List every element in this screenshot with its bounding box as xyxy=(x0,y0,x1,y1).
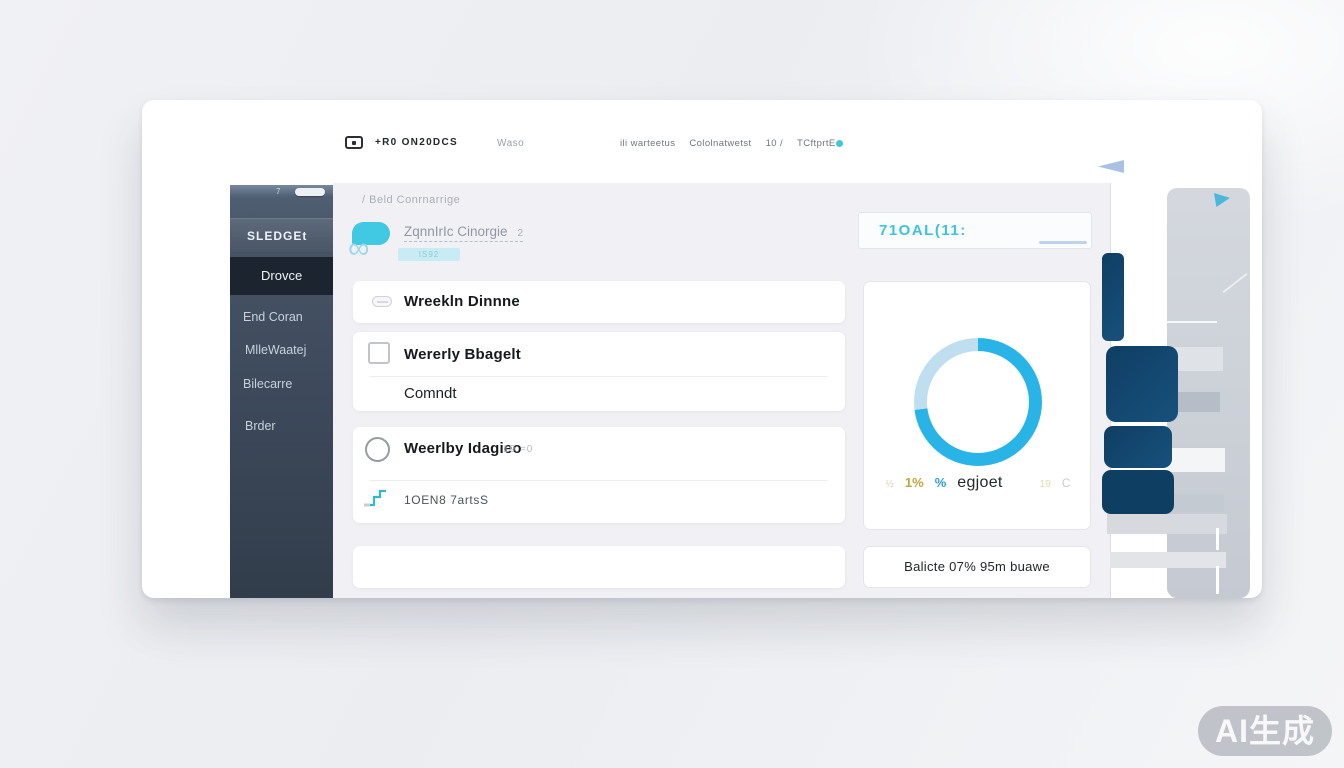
title-chip-badge: IS92 xyxy=(398,248,460,261)
nav-menu-item[interactable]: Cololnatwetst xyxy=(689,138,752,149)
decor-dash xyxy=(1216,528,1219,550)
sidebar-handle-glyph: 7 xyxy=(276,187,281,196)
list-item-subtitle: Comndt xyxy=(404,385,457,402)
nav-menu-item[interactable]: Waso xyxy=(497,138,525,149)
decor-row xyxy=(1170,392,1220,412)
infinity-icon: ∞ xyxy=(348,232,370,265)
summary-card: Balicte 07% 95m buawe xyxy=(863,546,1091,588)
list-item-weekly-idagieo[interactable]: Weerlby Idagieo 19 =0 1OEN8 7artsS xyxy=(353,427,845,523)
sidebar-item-mllewaatej[interactable]: MlleWaatej xyxy=(245,343,307,357)
sidebar-item-drovce[interactable]: Drovce xyxy=(230,257,333,295)
legend-item: 19 xyxy=(1039,479,1051,490)
sidebar-toggle-pill[interactable] xyxy=(295,188,325,196)
app-logo-icon[interactable] xyxy=(345,136,363,149)
breadcrumb: / Beld Conrnarrige xyxy=(362,194,461,206)
decor-bar xyxy=(1106,346,1178,422)
decor-dash xyxy=(1216,566,1219,594)
legend-item: % xyxy=(934,475,947,490)
donut-chart xyxy=(914,338,1042,466)
legend-item: egjoet xyxy=(957,474,1003,491)
empty-card[interactable] xyxy=(353,546,845,588)
list-item-weekly-budget[interactable]: Wererly Bbagelt Comndt xyxy=(353,332,845,411)
page-title-badge: 2 xyxy=(517,228,524,239)
total-input[interactable]: 71OAL(11: xyxy=(858,212,1092,249)
divider xyxy=(370,480,828,481)
legend-item: C xyxy=(1061,476,1071,490)
page-title-text: ZqnnIrIc Cinorgie xyxy=(404,224,508,239)
donut-hole xyxy=(927,351,1029,453)
legend-item: ½ xyxy=(885,479,894,490)
total-value: 71OAL(11: xyxy=(879,222,967,239)
nav-menu-item[interactable]: ili warteetus xyxy=(620,138,676,149)
pill-icon xyxy=(372,296,392,307)
sidebar: 7 SLEDGEt Drovce End Coran MlleWaatej Bi… xyxy=(230,185,333,598)
sidebar-item-end-coran[interactable]: End Coran xyxy=(243,310,303,324)
list-item-title: Weerlby Idagieo xyxy=(404,440,522,457)
nav-menu-item[interactable]: TCftprtE xyxy=(797,138,836,149)
decor-row xyxy=(1167,448,1225,472)
checkbox[interactable] xyxy=(368,342,390,364)
flag-icon xyxy=(1098,160,1124,173)
page-title: ZqnnIrIc Cinorgie 2 xyxy=(404,224,524,242)
donut-chart-card: ½ 1%% egjoet 19 C xyxy=(863,281,1091,530)
list-item-weekly-dinner[interactable]: Wreekln Dinnne xyxy=(353,281,845,323)
donut-legend: ½ 1%% egjoet 19 C xyxy=(864,474,1092,492)
app-window: +R0 ON20DCS Waso ili warteetus Cololnatwe… xyxy=(142,100,1262,598)
decor-row xyxy=(1107,514,1227,534)
divider xyxy=(370,376,828,377)
list-item-meta: 19 =0 xyxy=(503,444,534,455)
mini-line-chart-icon xyxy=(364,488,394,513)
sidebar-item-brder[interactable]: Brder xyxy=(245,419,276,433)
list-item-title: Wererly Bbagelt xyxy=(404,346,521,363)
brand-title: +R0 ON20DCS xyxy=(375,137,458,148)
decor-row xyxy=(1170,494,1224,512)
list-item-footer: 1OEN8 7artsS xyxy=(404,493,489,507)
nav-right-items: ili warteetus Cololnatwetst 10 / TCftprtE xyxy=(620,138,836,149)
status-dot-icon xyxy=(836,140,843,147)
field-underline xyxy=(1039,241,1087,244)
decor-bar xyxy=(1102,470,1174,514)
chat-bubble-icon xyxy=(352,222,390,245)
ai-generated-watermark: AI生成 xyxy=(1198,706,1332,756)
decor-line xyxy=(1167,321,1217,323)
sidebar-item-bilecarre[interactable]: Bilecarre xyxy=(243,377,293,391)
decor-bar xyxy=(1104,426,1172,468)
nav-menu-item[interactable]: 10 / xyxy=(765,138,784,149)
decor-row xyxy=(1110,552,1226,568)
radio-button[interactable] xyxy=(365,437,390,462)
decor-bar xyxy=(1102,253,1124,341)
sidebar-item-sledget[interactable]: SLEDGEt xyxy=(230,218,333,252)
legend-item: 1% xyxy=(904,475,924,490)
list-item-title: Wreekln Dinnne xyxy=(404,293,520,310)
